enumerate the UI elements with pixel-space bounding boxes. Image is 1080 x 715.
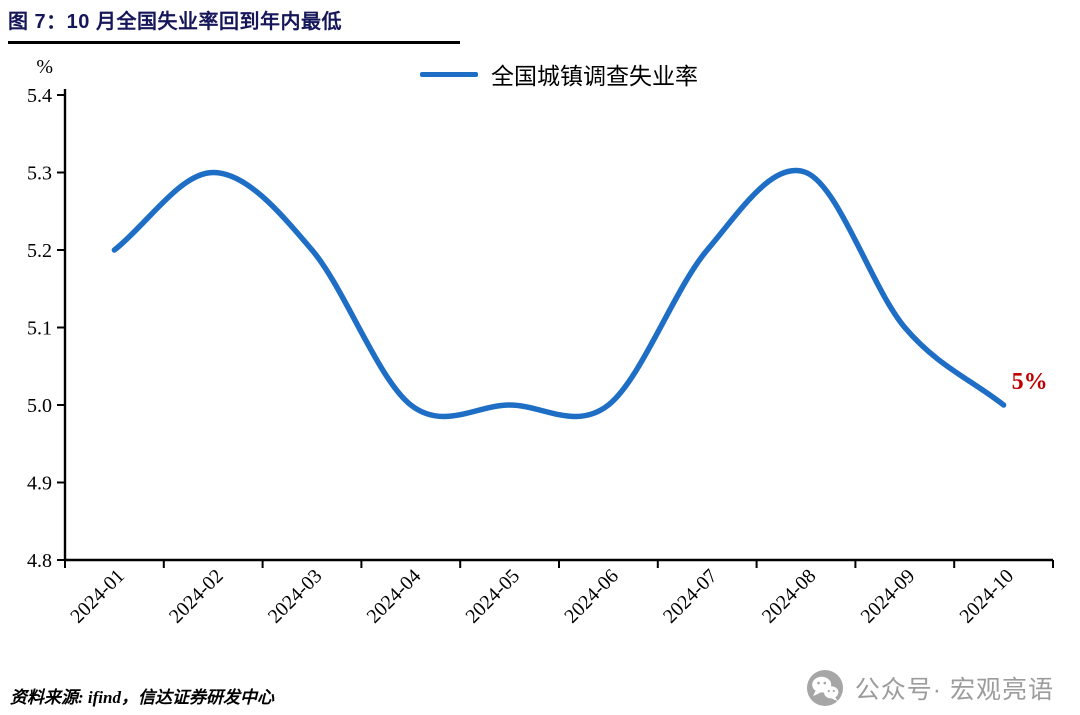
- figure-header: 图 7：10 月全国失业率回到年内最低: [8, 5, 460, 44]
- legend-line-swatch: [420, 71, 478, 77]
- y-tick-label: 5.3: [27, 163, 52, 185]
- x-tick-label: 2024-07: [659, 565, 722, 628]
- x-tick-label: 2024-03: [264, 565, 327, 628]
- y-tick-label: 4.8: [27, 550, 52, 572]
- x-tick-label: 2024-10: [955, 565, 1018, 628]
- endpoint-value-label: 5%: [1012, 369, 1048, 395]
- wechat-watermark: 公众号· 宏观亮语: [806, 669, 1054, 707]
- legend-label: 全国城镇调查失业率: [491, 64, 698, 89]
- y-axis-unit-label: %: [36, 56, 53, 78]
- y-tick-label: 5.1: [27, 318, 52, 340]
- figure-title: 图 7：10 月全国失业率回到年内最低: [8, 11, 342, 33]
- data-source-note: 资料来源: ifind，信达证券研发中心: [10, 688, 274, 707]
- x-tick-label: 2024-09: [857, 565, 920, 628]
- wechat-icon: [806, 669, 843, 707]
- y-tick-label: 5.0: [27, 395, 52, 417]
- x-tick-label: 2024-08: [758, 565, 821, 628]
- watermark-label: 公众号· 宏观亮语: [854, 676, 1054, 704]
- series-line-unemployment-rate: [111, 167, 1007, 420]
- x-tick-label: 2024-06: [560, 565, 623, 628]
- chart-legend: 全国城镇调查失业率: [420, 57, 698, 91]
- x-tick-label: 2024-04: [363, 565, 426, 628]
- x-tick-label: 2024-02: [165, 565, 228, 628]
- x-tick-label: 2024-05: [461, 565, 524, 628]
- y-tick-label: 5.2: [27, 240, 52, 262]
- y-tick-label: 5.4: [27, 85, 52, 107]
- y-tick-label: 4.9: [27, 473, 52, 495]
- x-tick-label: 2024-01: [66, 565, 129, 628]
